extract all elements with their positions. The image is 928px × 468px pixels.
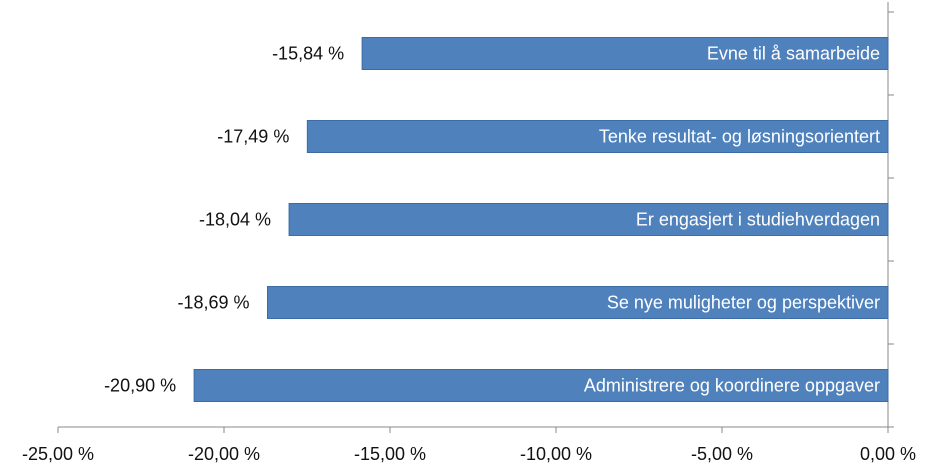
bar <box>193 369 889 402</box>
value-label: -15,84 % <box>272 43 344 63</box>
x-tick-label: -20,00 % <box>188 444 260 464</box>
bar <box>266 286 889 319</box>
bar <box>288 203 889 236</box>
category-label: Tenke resultat- og løsningsorientert <box>599 126 880 146</box>
x-tick-label: -15,00 % <box>354 444 426 464</box>
category-label: Se nye muligheter og perspektiver <box>607 292 880 312</box>
value-label: -18,04 % <box>199 209 271 229</box>
x-tick-label: 0,00 % <box>860 444 916 464</box>
category-label: Administrere og koordinere oppgaver <box>584 375 880 395</box>
category-label: Evne til å samarbeide <box>707 43 880 63</box>
x-tick-label: -5,00 % <box>691 444 753 464</box>
value-label: -18,69 % <box>177 292 249 312</box>
value-label: -17,49 % <box>217 126 289 146</box>
x-tick-label: -25,00 % <box>22 444 94 464</box>
bar <box>306 120 889 153</box>
bar <box>361 37 889 70</box>
x-tick-label: -10,00 % <box>520 444 592 464</box>
value-label: -20,90 % <box>104 375 176 395</box>
category-label: Er engasjert i studiehverdagen <box>636 209 880 229</box>
